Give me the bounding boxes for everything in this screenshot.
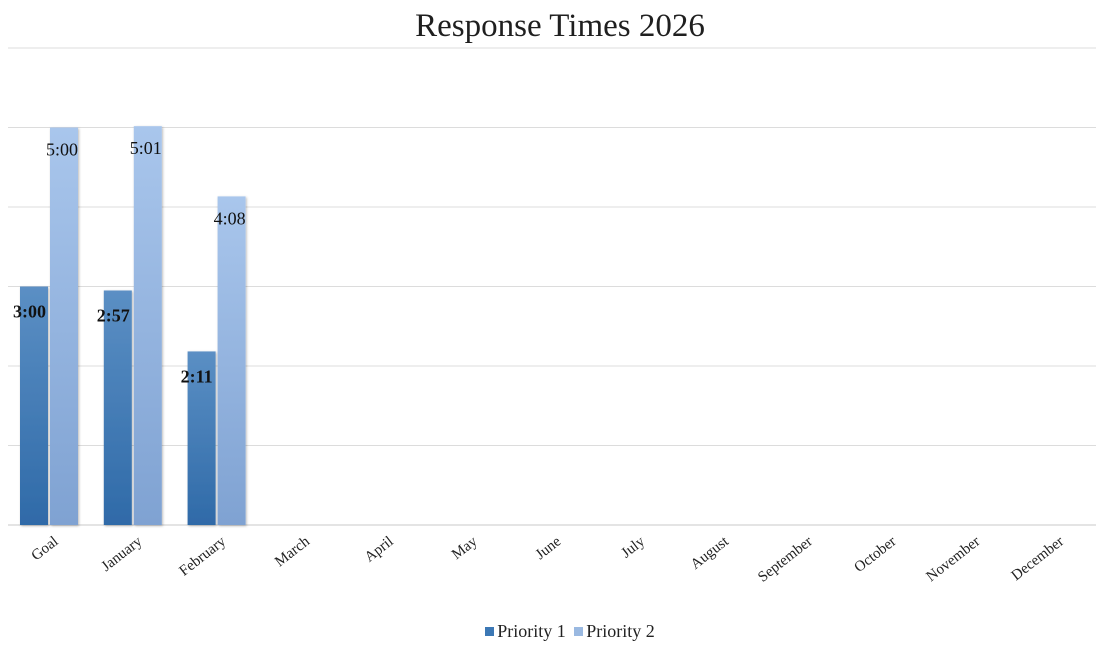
legend-label-priority-1: Priority 1 xyxy=(497,621,566,641)
bars xyxy=(20,126,246,525)
x-axis-tick-labels: Goal January February March April May June July… xyxy=(29,533,1067,586)
bar-priority-1-january xyxy=(103,290,132,525)
data-label-priority-2-goal: 5:00 xyxy=(46,140,78,160)
chart-title: Response Times 2026 xyxy=(415,8,705,44)
x-tick-label-goal: Goal xyxy=(29,534,62,565)
x-tick-label-april: April xyxy=(362,534,397,566)
x-tick-label-march: March xyxy=(272,533,313,570)
bar-priority-1-goal xyxy=(20,286,48,525)
x-tick-label-january: January xyxy=(99,533,146,575)
bar-priority-2-goal xyxy=(50,127,78,525)
x-tick-label-july: July xyxy=(618,533,648,561)
bar-priority-1-february xyxy=(187,351,216,525)
legend-label-priority-2: Priority 2 xyxy=(586,621,655,641)
data-label-priority-2-february: 4:08 xyxy=(214,208,246,228)
x-tick-label-december: December xyxy=(1009,534,1067,585)
x-tick-label-november: November xyxy=(924,534,984,586)
data-label-priority-1-goal: 3:00 xyxy=(13,302,46,322)
x-tick-label-february: February xyxy=(177,533,230,579)
gridlines xyxy=(8,47,1096,526)
bar-priority-2-february xyxy=(217,196,246,525)
x-tick-label-october: October xyxy=(852,534,900,576)
data-label-priority-2-january: 5:01 xyxy=(130,138,162,158)
data-labels: 3:00 5:00 2:57 5:01 2:11 4:08 xyxy=(13,138,246,386)
legend-item-priority-2: Priority 2 xyxy=(574,621,655,642)
legend-swatch-priority-2 xyxy=(574,627,584,636)
x-tick-label-september: September xyxy=(755,534,815,586)
data-label-priority-1-january: 2:57 xyxy=(97,305,130,325)
data-label-priority-1-february: 2:11 xyxy=(181,366,213,386)
legend: Priority 1 Priority 2 xyxy=(0,621,1096,642)
legend-swatch-priority-1 xyxy=(485,627,495,636)
x-tick-label-may: May xyxy=(449,533,481,563)
legend-item-priority-1: Priority 1 xyxy=(485,621,566,642)
x-tick-label-august: August xyxy=(688,533,733,573)
bar-priority-2-january xyxy=(133,126,162,525)
x-tick-label-june: June xyxy=(533,533,565,563)
